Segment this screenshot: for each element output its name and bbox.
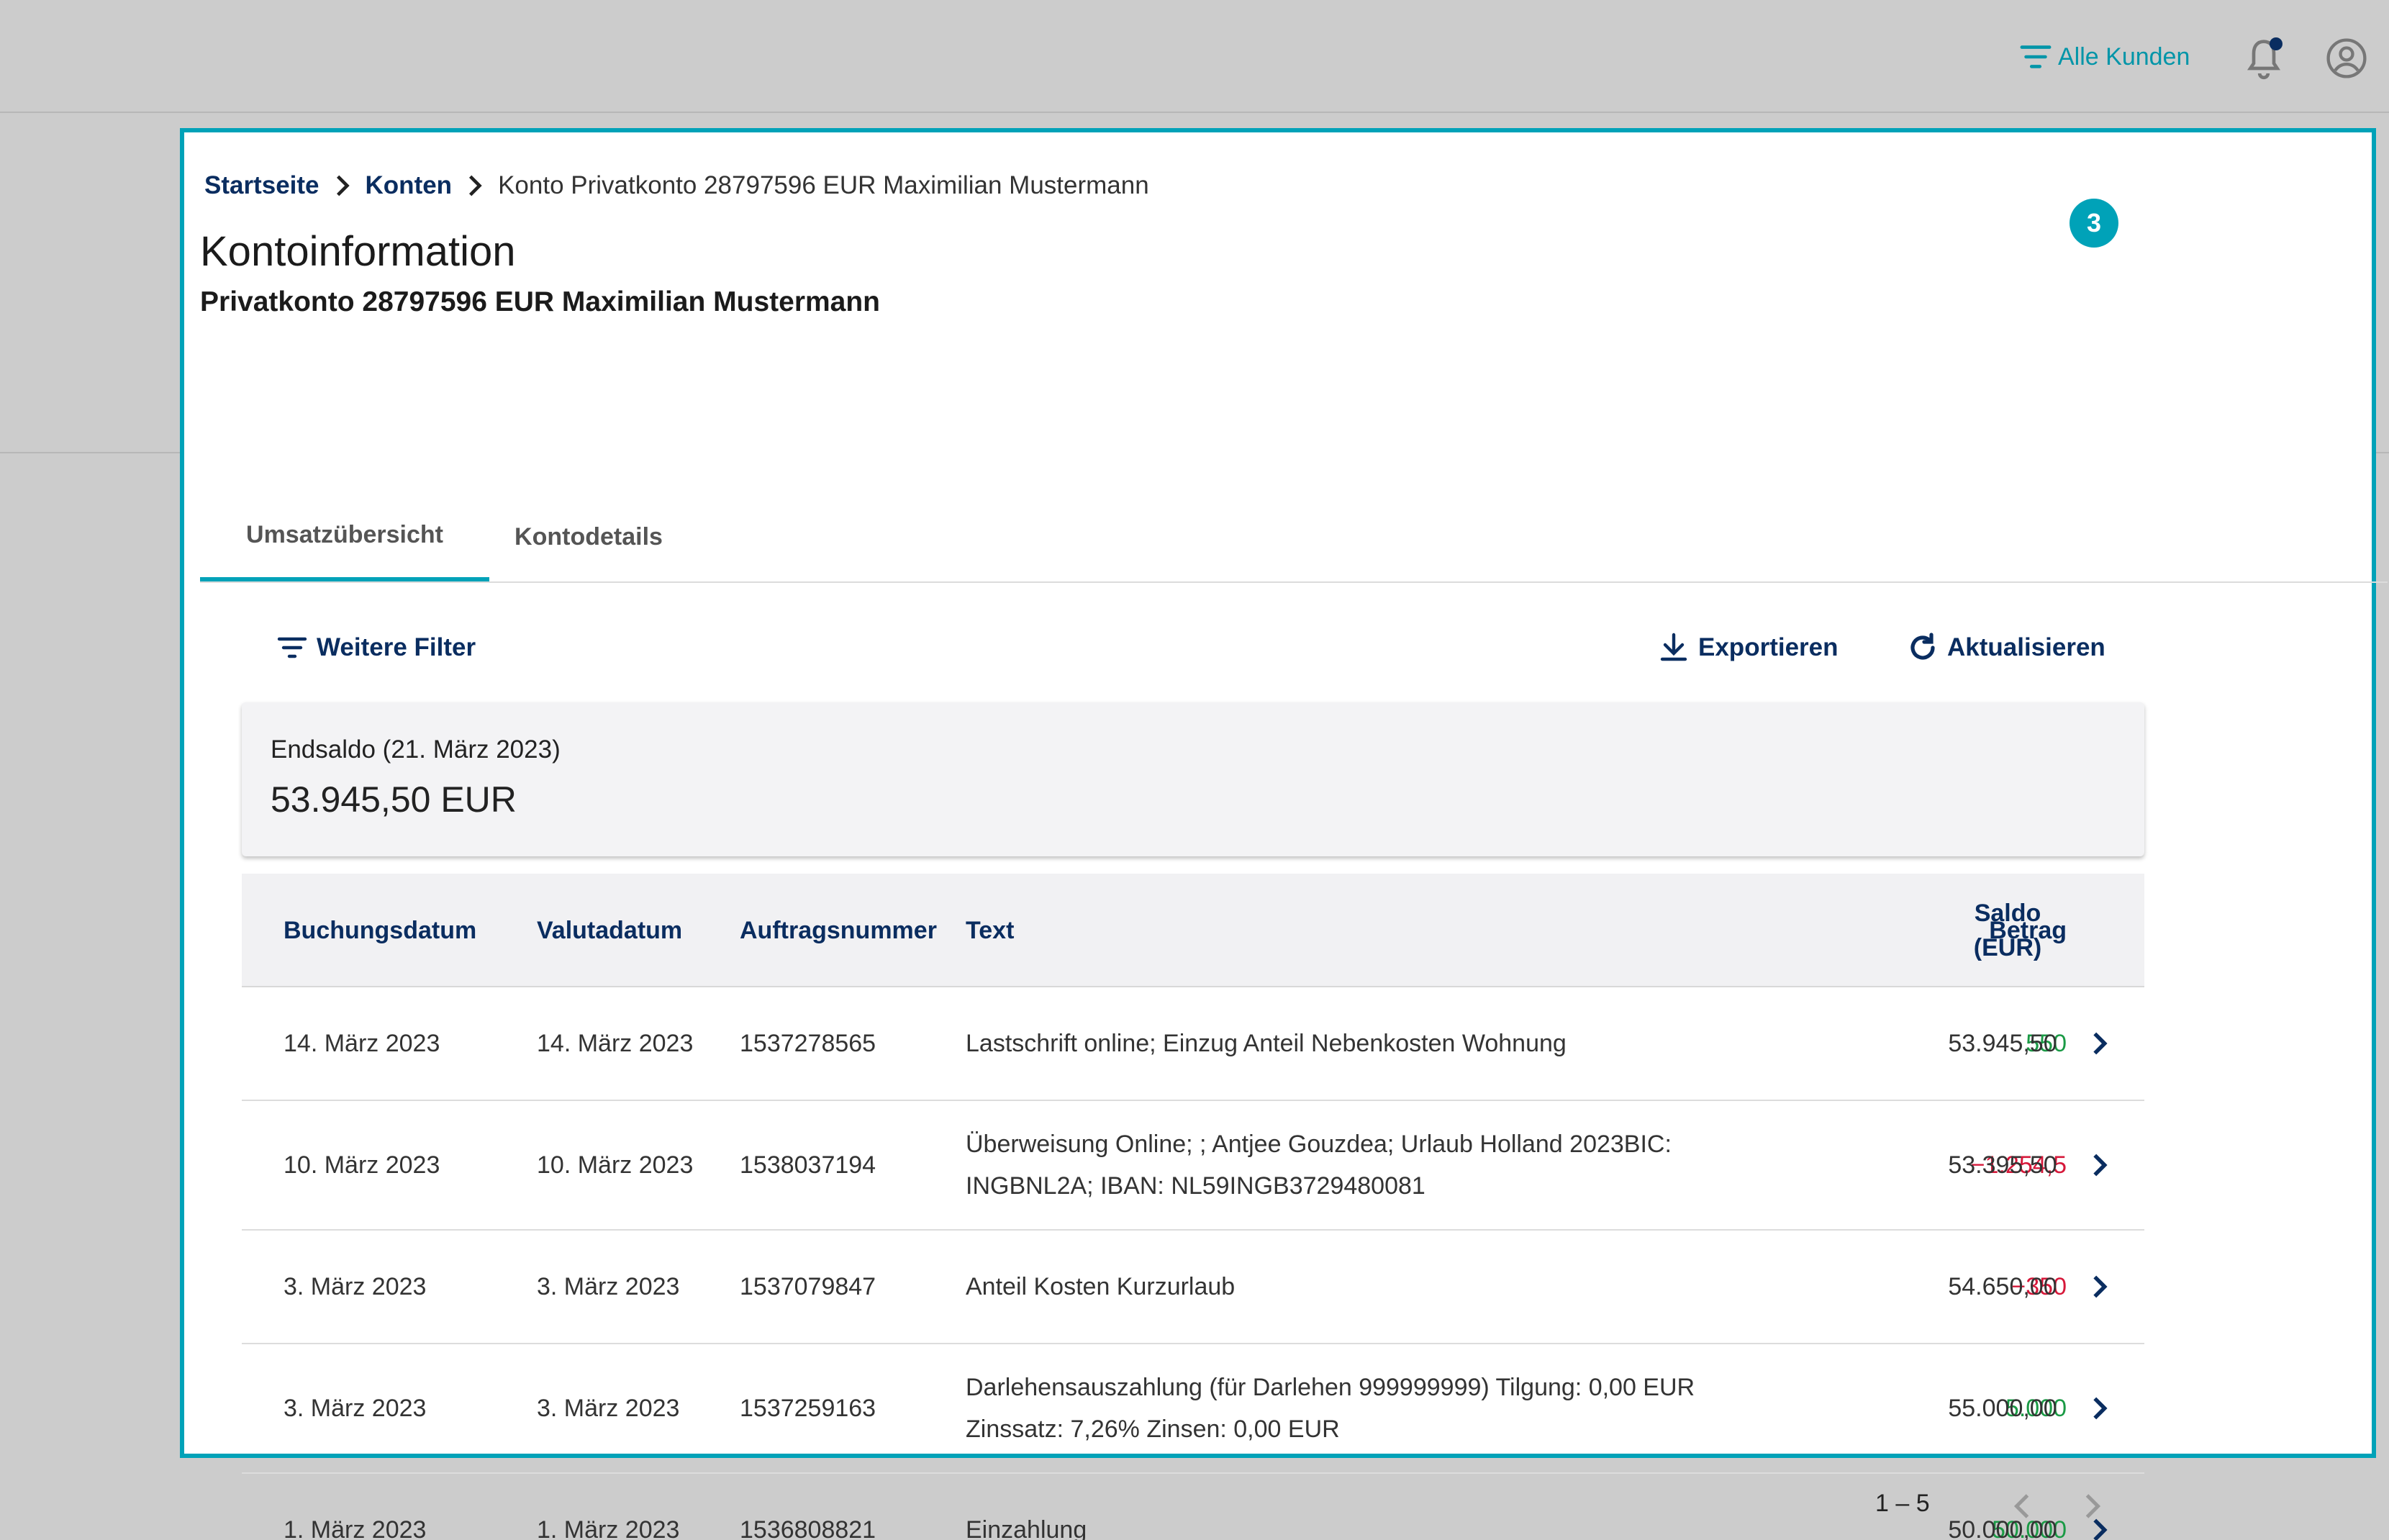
breadcrumb: Startseite Konten Konto Privatkonto 2879… — [204, 168, 1149, 203]
account-info-card: Startseite Konten Konto Privatkonto 2879… — [180, 128, 2388, 1540]
cell-value-date: 3. März 2023 — [537, 1395, 680, 1422]
cell-value-date: 14. März 2023 — [537, 1030, 694, 1057]
row-expand-button[interactable] — [2085, 1344, 2114, 1472]
row-expand-button[interactable] — [2085, 1474, 2114, 1540]
cell-value-date: 10. März 2023 — [537, 1151, 694, 1179]
column-header-order-number[interactable]: Auftragsnummer — [740, 917, 937, 944]
chevron-left-icon — [2013, 1494, 2029, 1518]
cell-balance: 55.000,00 — [1948, 1395, 2057, 1422]
cell-order-number: 1537079847 — [740, 1273, 876, 1300]
cell-order-number: 1537259163 — [740, 1395, 876, 1422]
cell-text: Einzahlung — [966, 1516, 1087, 1540]
cell-amount: 50.000 — [1992, 1516, 2067, 1540]
filter-lines-icon — [2020, 45, 2052, 68]
cell-amount: −1.254,5 — [1970, 1151, 2067, 1179]
cell-order-number: 1537278565 — [740, 1030, 876, 1057]
table-row[interactable]: 3. März 2023 3. März 2023 1537259163 Darleh… — [242, 1344, 2144, 1474]
filter-lines-icon — [277, 637, 307, 658]
cell-value-date: 1. März 2023 — [537, 1516, 680, 1540]
cell-balance: 53.945,50 — [1948, 1030, 2057, 1057]
notifications-button[interactable] — [2244, 36, 2284, 81]
refresh-button[interactable]: Aktualisieren — [1905, 628, 2105, 668]
breadcrumb-home[interactable]: Startseite — [204, 171, 319, 199]
next-page-button[interactable] — [2077, 1488, 2108, 1524]
cell-amount: 550 — [2026, 1030, 2067, 1057]
row-expand-button[interactable] — [2085, 1231, 2114, 1343]
column-header-text[interactable]: Text — [966, 917, 1015, 944]
chevron-right-icon — [2093, 1518, 2108, 1540]
cell-amount: −350 — [2011, 1273, 2067, 1300]
column-header-value-date[interactable]: Valutadatum — [537, 917, 683, 944]
more-filters-label: Weitere Filter — [317, 633, 476, 661]
tab-transactions[interactable]: Umsatzübersicht — [200, 492, 489, 581]
table-row[interactable]: 14. März 2023 14. März 2023 1537278565 Last… — [242, 987, 2144, 1101]
cell-booking-date: 3. März 2023 — [284, 1273, 427, 1300]
cell-balance: 53.395,50 — [1948, 1151, 2057, 1179]
refresh-icon — [1910, 633, 1935, 660]
table-row[interactable]: 10. März 2023 10. März 2023 1538037194 Über… — [242, 1101, 2144, 1231]
column-header-balance[interactable]: Saldo (EUR) — [1936, 874, 2080, 987]
chevron-right-icon — [336, 175, 350, 196]
end-balance-value: 53.945,50 EUR — [271, 779, 517, 820]
chevron-right-icon — [2093, 1154, 2108, 1177]
table-row[interactable]: 3. März 2023 3. März 2023 1537079847 Anteil… — [242, 1231, 2144, 1344]
user-circle-icon[interactable] — [2326, 37, 2367, 79]
column-header-booking-date[interactable]: Buchungsdatum — [284, 917, 477, 944]
chevron-right-icon — [469, 175, 482, 196]
chevron-right-icon — [2093, 1032, 2108, 1055]
cell-balance: 54.650,00 — [1948, 1273, 2057, 1300]
cell-balance: 50.000,00 — [1948, 1516, 2057, 1540]
tab-bar: Umsatzübersicht Kontodetails — [200, 492, 2388, 583]
cell-value-date: 3. März 2023 — [537, 1273, 680, 1300]
tab-account-details[interactable]: Kontodetails — [514, 522, 663, 551]
table-header: Buchungsdatum Valutadatum Auftragsnummer… — [242, 874, 2144, 987]
export-button[interactable]: Exportieren — [1656, 628, 1839, 668]
table-row[interactable]: 1. März 2023 1. März 2023 1536808821 Einzah… — [242, 1474, 2144, 1540]
cell-text: Überweisung Online; ; Antjee Gouzdea; Ur… — [966, 1131, 1672, 1200]
breadcrumb-accounts[interactable]: Konten — [365, 171, 453, 199]
column-header-balance-label: Saldo (EUR) — [1973, 900, 2042, 961]
customer-filter-button[interactable]: Alle Kunden — [2019, 40, 2190, 73]
cell-order-number: 1538037194 — [740, 1151, 876, 1179]
cell-booking-date: 14. März 2023 — [284, 1030, 440, 1057]
breadcrumb-current: Konto Privatkonto 28797596 EUR Maximilia… — [498, 171, 1149, 199]
download-icon — [1660, 633, 1687, 661]
cell-amount: 5.000 — [2005, 1395, 2067, 1422]
end-balance-label: Endsaldo (21. März 2023) — [271, 735, 561, 764]
refresh-label: Aktualisieren — [1947, 633, 2105, 661]
cell-text: Anteil Kosten Kurzurlaub — [966, 1273, 1236, 1300]
cell-order-number: 1536808821 — [740, 1516, 876, 1540]
export-label: Exportieren — [1698, 633, 1839, 661]
cell-booking-date: 3. März 2023 — [284, 1395, 427, 1422]
row-expand-button[interactable] — [2085, 987, 2114, 1100]
row-expand-button[interactable] — [2085, 1101, 2114, 1229]
previous-page-button[interactable] — [2006, 1488, 2038, 1524]
customer-filter-label: Alle Kunden — [2058, 42, 2190, 71]
cell-booking-date: 10. März 2023 — [284, 1151, 440, 1179]
chevron-right-icon — [2093, 1397, 2108, 1420]
column-header-amount[interactable]: Betrag — [1989, 917, 2067, 944]
chevron-right-icon — [2093, 1275, 2108, 1298]
notification-dot — [2270, 37, 2283, 50]
page-subtitle: Privatkonto 28797596 EUR Maximilian Must… — [200, 286, 881, 317]
more-filters-button[interactable]: Weitere Filter — [275, 628, 476, 668]
pagination-range: 1 – 5 — [1875, 1490, 1930, 1517]
page-title: Kontoinformation — [200, 228, 516, 275]
cell-text: Darlehensauszahlung (für Darlehen 999999… — [966, 1374, 1695, 1443]
cell-text: Lastschrift online; Einzug Anteil Nebenk… — [966, 1030, 1567, 1057]
chevron-right-icon — [2085, 1494, 2101, 1518]
top-bar: Alle Kunden — [0, 0, 2389, 113]
end-balance-box: Endsaldo (21. März 2023) 53.945,50 EUR — [242, 702, 2144, 856]
cell-booking-date: 1. März 2023 — [284, 1516, 427, 1540]
step-badge: 3 — [2070, 199, 2118, 248]
